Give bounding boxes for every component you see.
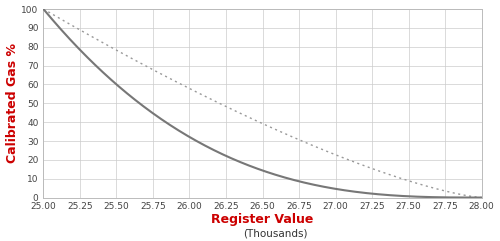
- Y-axis label: Calibrated Gas %: Calibrated Gas %: [6, 43, 18, 163]
- Text: (Thousands): (Thousands): [243, 229, 307, 239]
- X-axis label: Register Value: Register Value: [212, 213, 314, 226]
